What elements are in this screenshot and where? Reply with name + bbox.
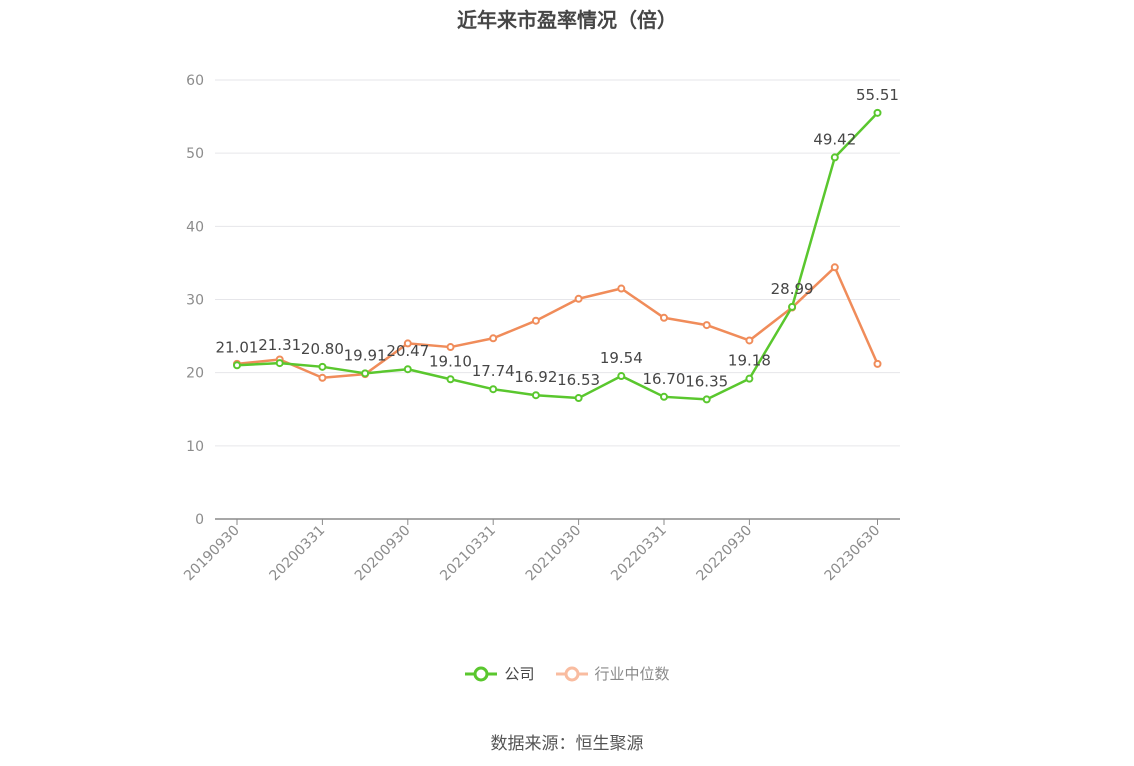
legend: 公司 行业中位数	[0, 663, 1134, 684]
company-data-point	[745, 374, 754, 383]
y-tick-label: 10	[186, 439, 204, 455]
company-data-point	[446, 375, 455, 384]
company-data-point	[660, 392, 668, 401]
company-data-label: 55.51	[856, 86, 899, 104]
y-tick-label: 40	[186, 219, 204, 235]
company-data-label: 21.01	[216, 338, 259, 356]
industry-data-point	[489, 334, 498, 343]
x-tick-label: 20210930	[523, 523, 585, 585]
company-data-label: 20.80	[301, 340, 344, 358]
company-data-label: 28.99	[771, 280, 814, 298]
industry-data-point	[531, 316, 540, 325]
industry-data-point	[617, 284, 626, 293]
company-data-label: 19.54	[600, 349, 643, 367]
industry-series-line	[236, 266, 879, 380]
legend-industry-line-icon	[555, 666, 588, 681]
legend-item-company[interactable]: 公司	[464, 663, 535, 684]
company-data-label: 19.91	[344, 346, 387, 364]
industry-data-point	[873, 359, 882, 368]
x-tick-label: 20220331	[608, 523, 670, 585]
y-tick-label: 20	[186, 366, 204, 382]
industry-data-point	[660, 313, 668, 322]
x-tick-label: 20200930	[352, 523, 414, 585]
company-data-label: 16.70	[643, 370, 686, 388]
company-data-label: 19.10	[429, 352, 472, 370]
company-data-label: 17.74	[472, 362, 515, 380]
x-tick-label: 20230630	[822, 523, 884, 585]
company-data-point	[617, 372, 626, 381]
company-data-point	[489, 385, 498, 394]
company-data-point	[788, 302, 797, 311]
y-tick-label: 60	[186, 73, 204, 89]
company-data-point	[403, 365, 412, 374]
y-tick-label: 0	[195, 512, 204, 528]
company-data-point	[574, 394, 583, 403]
company-data-label: 21.31	[258, 336, 301, 354]
company-data-label: 49.42	[813, 130, 856, 148]
company-data-point	[702, 395, 711, 404]
company-data-point	[361, 369, 370, 378]
industry-data-point	[446, 343, 455, 352]
company-data-point	[830, 153, 839, 162]
legend-company-line-icon	[465, 666, 498, 681]
x-tick-label: 20200331	[267, 523, 329, 585]
chart-title: 近年来市盈率情况（倍）	[457, 8, 677, 32]
company-data-label: 20.47	[386, 342, 429, 360]
industry-data-point	[702, 321, 711, 330]
company-series-line	[236, 111, 879, 401]
company-data-point	[275, 359, 284, 368]
industry-data-point	[830, 263, 839, 272]
company-data-label: 16.92	[514, 368, 557, 386]
legend-company-label: 公司	[504, 665, 535, 683]
company-data-point	[873, 108, 882, 117]
company-data-point	[233, 361, 241, 370]
industry-data-point	[318, 373, 327, 382]
y-tick-label: 50	[186, 146, 204, 162]
company-data-point	[531, 391, 540, 400]
legend-industry-label: 行业中位数	[594, 665, 670, 683]
x-tick-label: 20220930	[694, 523, 756, 585]
industry-data-point	[403, 339, 412, 348]
company-data-label: 16.53	[557, 371, 600, 389]
industry-data-point	[745, 336, 754, 345]
company-data-point	[318, 362, 327, 371]
company-data-label: 16.35	[685, 372, 728, 390]
y-tick-label: 30	[186, 293, 204, 309]
x-tick-label: 20190930	[181, 523, 243, 585]
legend-item-industry[interactable]: 行业中位数	[555, 663, 670, 684]
source-note: 数据来源：恒生聚源	[490, 734, 644, 754]
x-tick-label: 20210331	[437, 523, 499, 585]
industry-data-point	[574, 294, 583, 303]
company-data-label: 19.18	[728, 352, 771, 370]
